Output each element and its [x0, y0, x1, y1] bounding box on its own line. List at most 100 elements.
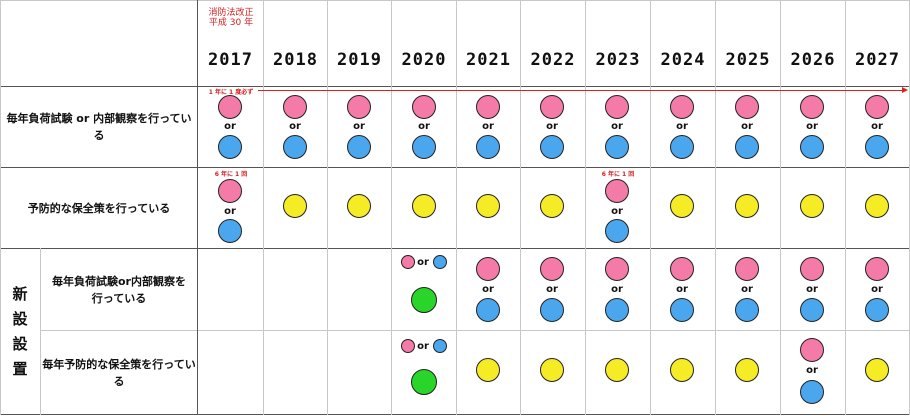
yellow-circle	[412, 194, 436, 218]
grid-line-new-group	[40, 248, 41, 415]
law-revision-line2: 平成 30 年	[208, 18, 254, 28]
yellow-circle	[347, 194, 371, 218]
grid-line-col-2025	[715, 0, 716, 415]
or-label: or	[353, 121, 365, 132]
row-label-preventive: 予防的な保全策を行っている	[27, 201, 171, 215]
new-installation-char-3: 設	[12, 334, 28, 353]
year-2019: 2019	[337, 50, 382, 70]
grid-line-col-2023	[585, 0, 586, 415]
pink-circle	[218, 179, 242, 203]
small-pink-circle	[401, 339, 415, 353]
year-2027: 2027	[855, 50, 900, 70]
yellow-circle	[476, 194, 500, 218]
year-2018: 2018	[273, 50, 318, 70]
or-label: or	[871, 284, 883, 295]
year-2026: 2026	[790, 50, 836, 70]
grid-line-header-bottom	[0, 86, 910, 87]
pink-circle	[283, 95, 307, 119]
pink-circle	[218, 95, 242, 119]
or-label: or	[741, 284, 753, 295]
pink-circle	[800, 95, 824, 119]
blue-circle	[347, 135, 371, 159]
or-label: or	[289, 121, 301, 132]
or-label: or	[417, 341, 429, 352]
blue-circle	[670, 135, 694, 159]
new-installation-char-1: 新	[12, 284, 28, 303]
blue-circle	[605, 219, 629, 243]
year-2021: 2021	[466, 50, 511, 70]
year-2025: 2025	[725, 50, 771, 70]
year-2022: 2022	[530, 50, 576, 70]
blue-circle	[476, 298, 500, 322]
yellow-circle	[476, 358, 500, 382]
or-label: or	[611, 284, 623, 295]
or-label: or	[806, 121, 818, 132]
yellow-circle	[605, 358, 629, 382]
blue-circle	[540, 298, 564, 322]
blue-circle	[800, 298, 824, 322]
or-label: or	[611, 206, 623, 217]
or-label: or	[482, 284, 494, 295]
pink-circle	[670, 257, 694, 281]
grid-line-row2-bottom	[0, 248, 910, 249]
grid-line-col-2021	[456, 0, 457, 415]
blue-circle	[283, 135, 307, 159]
pink-circle	[540, 95, 564, 119]
row-label-new-preventive: 毎年予防的な保全策を行っている	[42, 357, 196, 388]
pink-circle	[670, 95, 694, 119]
blue-circle	[865, 298, 889, 322]
grid-line-bottom	[0, 414, 910, 415]
or-label: or	[482, 121, 494, 132]
blue-circle	[735, 135, 759, 159]
grid-line-col-2027	[845, 0, 846, 415]
pink-circle	[735, 95, 759, 119]
small-blue-circle	[433, 339, 447, 353]
pink-circle	[605, 95, 629, 119]
blue-circle	[670, 298, 694, 322]
pink-circle	[347, 95, 371, 119]
year-2023: 2023	[595, 50, 641, 70]
year-2020: 2020	[401, 50, 447, 70]
yellow-circle	[670, 194, 694, 218]
or-label: or	[546, 284, 558, 295]
yellow-circle	[865, 194, 889, 218]
grid-line-col-2018	[263, 0, 264, 415]
green-circle	[411, 287, 437, 313]
new-installation-char-4: 置	[12, 359, 28, 378]
or-label: or	[741, 121, 753, 132]
blue-circle	[735, 298, 759, 322]
blue-circle	[865, 135, 889, 159]
yellow-circle	[540, 194, 564, 218]
year-2017: 2017	[208, 50, 253, 70]
blue-circle	[800, 135, 824, 159]
or-label: or	[546, 121, 558, 132]
note-six-years-2023: 6 年に 1 回	[601, 171, 635, 178]
pink-circle	[476, 95, 500, 119]
pink-circle	[412, 95, 436, 119]
pink-circle	[800, 257, 824, 281]
pink-circle	[605, 257, 629, 281]
or-label: or	[676, 284, 688, 295]
pink-circle	[476, 257, 500, 281]
yellow-circle	[865, 358, 889, 382]
grid-line-left	[0, 0, 1, 415]
or-label: or	[418, 121, 430, 132]
grid-line-col-2024	[650, 0, 651, 415]
yellow-circle	[670, 358, 694, 382]
or-label: or	[417, 257, 429, 268]
blue-circle	[605, 135, 629, 159]
row-label-new-annual-test: 毎年負荷試験or内部観察を 行っている	[41, 249, 197, 330]
grid-line-label-col	[197, 0, 198, 415]
yellow-circle	[283, 194, 307, 218]
yellow-circle	[800, 194, 824, 218]
grid-line-row1-bottom	[0, 167, 910, 168]
small-pink-circle	[401, 255, 415, 269]
grid-line-col-2026	[780, 0, 781, 415]
small-blue-circle	[433, 255, 447, 269]
year-2024: 2024	[660, 50, 706, 70]
green-circle	[411, 369, 437, 395]
grid-line-row3-bottom	[40, 330, 910, 331]
grid-line-top	[0, 0, 910, 1]
row-label-new-annual-test-line1: 毎年負荷試験or内部観察を	[52, 274, 186, 288]
pink-circle	[540, 257, 564, 281]
